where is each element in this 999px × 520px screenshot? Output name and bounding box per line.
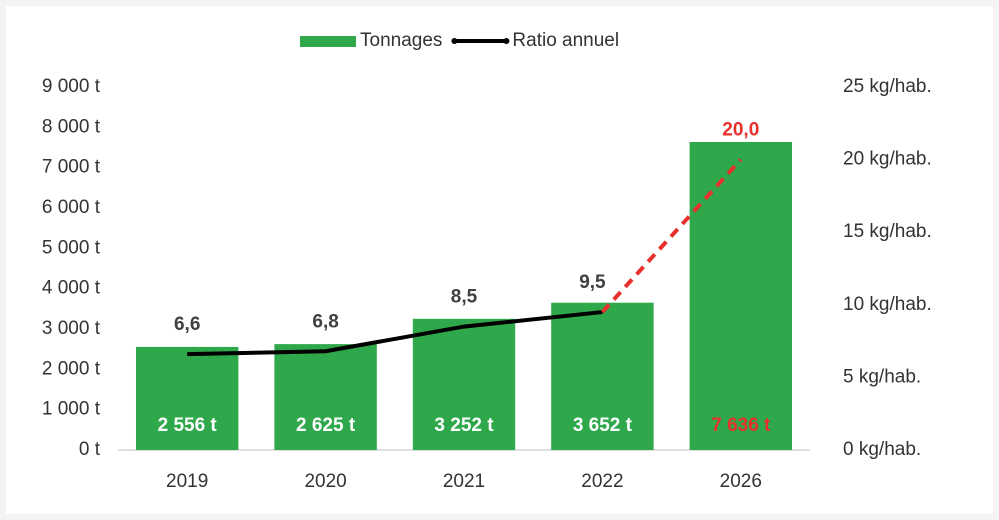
line-label: 6,8 xyxy=(312,311,338,332)
bar-label: 7 636 t xyxy=(711,415,771,436)
y2-tick-label: 20 kg/hab. xyxy=(843,149,932,170)
line-label: 20,0 xyxy=(722,120,759,141)
projection-line xyxy=(600,158,743,314)
legend-swatch xyxy=(300,36,356,47)
legend-dot xyxy=(451,38,458,44)
y-tick-label: 7 000 t xyxy=(42,157,101,178)
legend-label: Tonnages xyxy=(360,30,442,51)
x-tick-label: 2026 xyxy=(720,471,762,492)
bar xyxy=(274,344,377,450)
bar xyxy=(551,302,654,450)
bar xyxy=(689,142,793,451)
y-tick-label: 0 t xyxy=(79,439,101,460)
y-tick-label: 6 000 t xyxy=(42,197,101,218)
y2-tick-label: 5 kg/hab. xyxy=(843,366,921,387)
bar-label: 3 252 t xyxy=(434,415,494,436)
x-tick-label: 2021 xyxy=(443,471,485,492)
y-tick-label: 4 000 t xyxy=(42,278,101,299)
y-tick-label: 8 000 t xyxy=(42,116,101,137)
y-tick-label: 1 000 t xyxy=(42,399,101,420)
y2-tick-label: 25 kg/hab. xyxy=(843,76,932,97)
y-tick-label: 2 000 t xyxy=(42,358,101,379)
y-tick-label: 9 000 t xyxy=(42,76,101,97)
bar-label: 2 556 t xyxy=(158,415,218,436)
legend-dot xyxy=(503,38,510,44)
x-tick-label: 2020 xyxy=(304,471,346,492)
bar xyxy=(412,318,516,450)
bar-label: 2 625 t xyxy=(296,415,356,436)
line-label: 6,6 xyxy=(174,314,200,335)
bar xyxy=(135,346,239,450)
y2-tick-label: 0 kg/hab. xyxy=(843,439,921,460)
line-label: 8,5 xyxy=(451,287,478,308)
line-label: 9,5 xyxy=(579,272,606,293)
y2-tick-label: 15 kg/hab. xyxy=(843,221,932,242)
x-tick-label: 2022 xyxy=(581,471,623,492)
y-tick-label: 3 000 t xyxy=(42,318,101,339)
y-tick-label: 5 000 t xyxy=(42,237,101,258)
y2-tick-label: 10 kg/hab. xyxy=(843,294,932,315)
legend-label: Ratio annuel xyxy=(512,30,619,51)
bar-label: 3 652 t xyxy=(573,415,633,436)
x-tick-label: 2019 xyxy=(166,471,208,492)
line xyxy=(187,310,603,357)
